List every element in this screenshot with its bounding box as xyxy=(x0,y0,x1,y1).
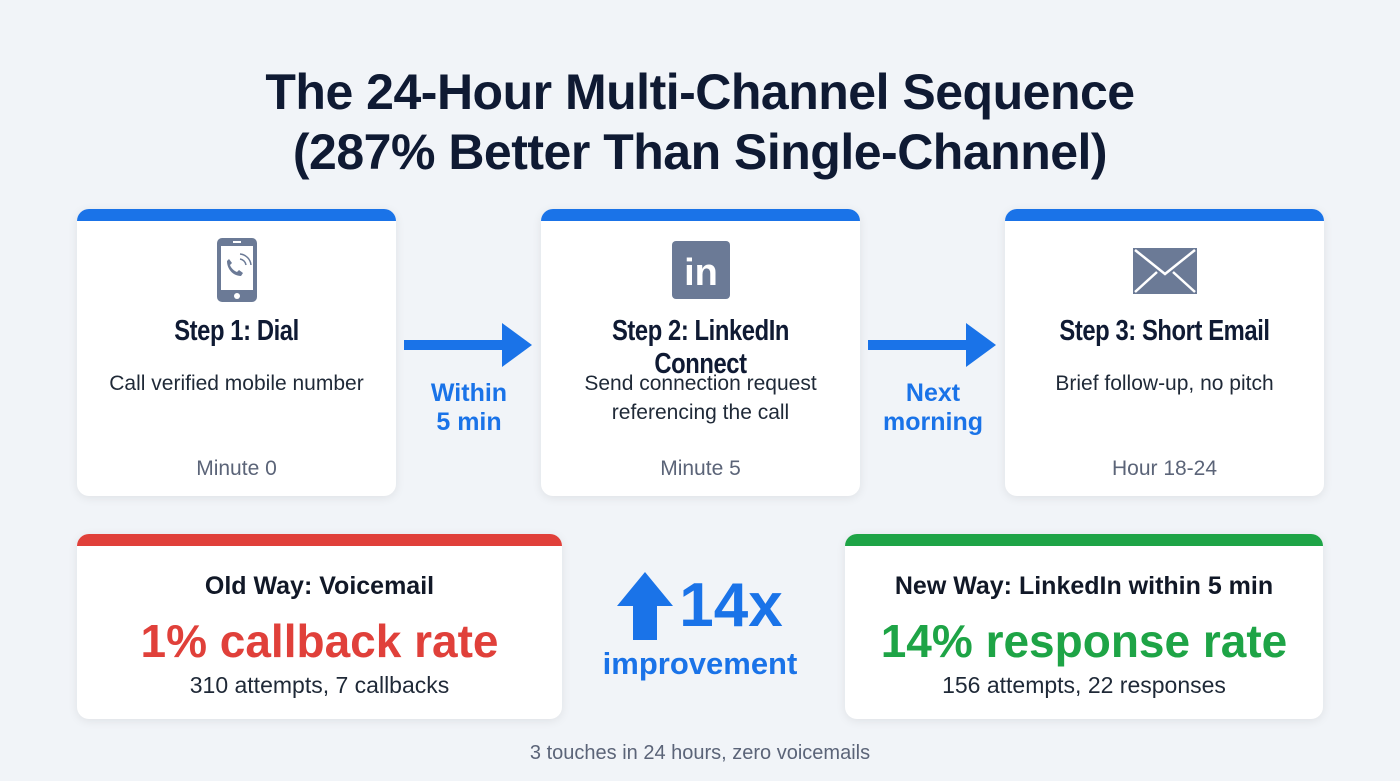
card-accent-bar xyxy=(541,209,860,221)
card-accent-bar xyxy=(845,534,1323,546)
step-card-1: Step 1: Dial Call verified mobile number… xyxy=(77,209,396,496)
card-accent-bar xyxy=(77,534,562,546)
footer-note: 3 touches in 24 hours, zero voicemails xyxy=(529,742,871,764)
step-card-2: in Step 2: LinkedIn Connect Send connect… xyxy=(541,209,860,496)
page-title: The 24-Hour Multi-Channel Sequence (287%… xyxy=(265,64,1135,180)
old-way-card: Old Way: Voicemail 1% callback rate 310 … xyxy=(77,534,562,719)
right-arrow-icon xyxy=(868,323,996,367)
new-way-card: New Way: LinkedIn within 5 min 14% respo… xyxy=(845,534,1323,719)
linkedin-icon: in xyxy=(541,237,860,301)
card-accent-bar xyxy=(77,209,396,221)
up-arrow-icon xyxy=(617,572,674,640)
card-accent-bar xyxy=(1005,209,1324,221)
envelope-icon xyxy=(1005,237,1324,301)
arrow-connector-1: Within 5 min xyxy=(404,322,534,437)
arrow-connector-2: Next morning xyxy=(868,322,998,437)
mobile-phone-icon xyxy=(77,237,396,302)
right-arrow-icon xyxy=(404,323,532,367)
step-card-3: Step 3: Short Email Brief follow-up, no … xyxy=(1005,209,1324,496)
svg-text:in: in xyxy=(684,252,718,294)
improvement-callout: 14x improvement xyxy=(602,571,798,681)
